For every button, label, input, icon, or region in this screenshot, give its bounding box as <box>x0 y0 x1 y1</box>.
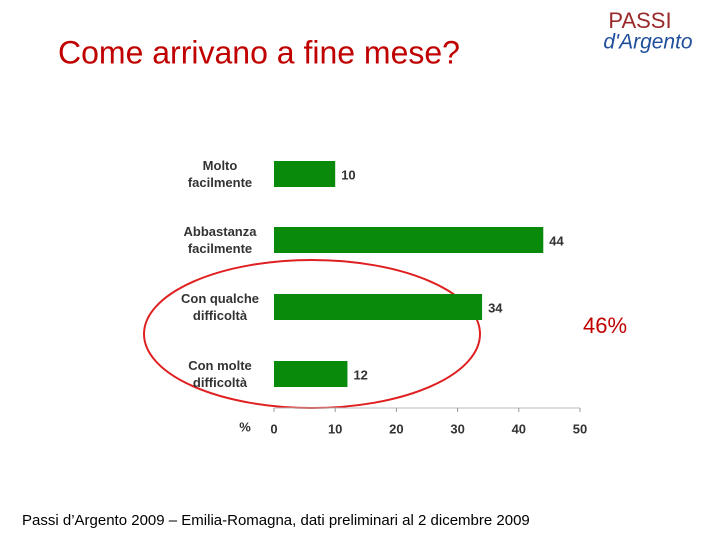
annotation: 46% <box>583 313 627 338</box>
bar <box>274 361 348 387</box>
x-tick-label: 50 <box>573 421 587 436</box>
x-axis-label: % <box>239 419 251 434</box>
logo-bottom: d'Argento <box>603 31 693 54</box>
category-label: Molto facilmente <box>187 158 253 190</box>
bar <box>274 294 483 320</box>
x-tick-label: 10 <box>328 421 342 436</box>
value-label: 34 <box>488 300 503 315</box>
slide-title: Come arrivano a fine mese? <box>58 34 460 70</box>
x-tick-label: 40 <box>512 421 526 436</box>
value-label: 10 <box>341 167 355 182</box>
value-label: 12 <box>353 367 367 382</box>
source-note: Passi d’Argento 2009 – Emilia-Romagna, d… <box>22 512 530 529</box>
x-tick-label: 20 <box>389 421 403 436</box>
category-label: Con qualche difficoltà <box>180 291 259 323</box>
logo-top: PASSI <box>608 8 671 33</box>
value-label: 44 <box>549 233 564 248</box>
x-tick-label: 0 <box>270 421 277 436</box>
bar <box>274 227 544 253</box>
x-tick-label: 30 <box>450 421 464 436</box>
bar <box>274 161 336 187</box>
category-label: Con molte difficoltà <box>188 358 252 390</box>
category-label: Abbastanza facilmente <box>183 224 257 256</box>
